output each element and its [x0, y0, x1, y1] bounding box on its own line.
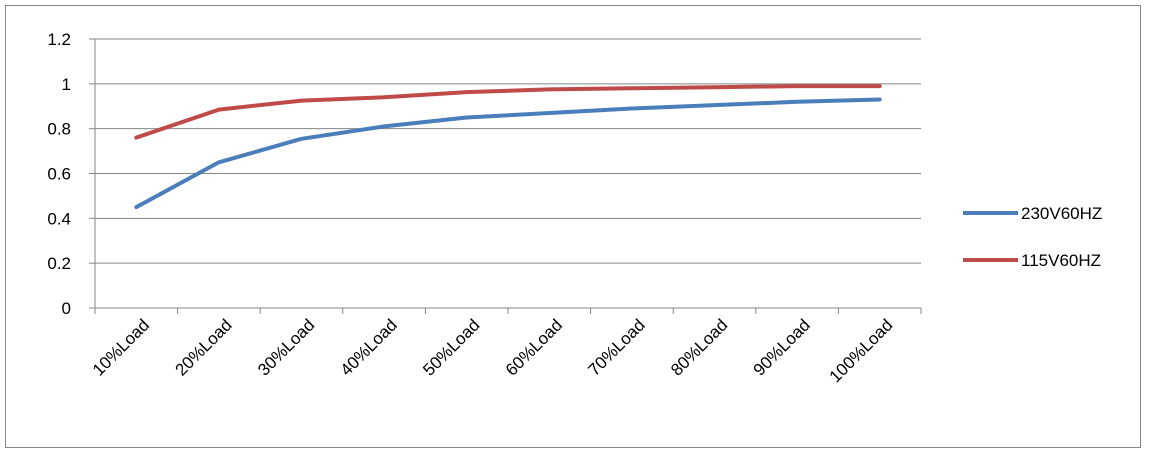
y-tick-label: 0 [62, 299, 71, 318]
series-line-115V60HZ [134, 84, 882, 140]
x-tick-label: 70%Load [584, 315, 648, 379]
x-tick-label: 90%Load [750, 315, 814, 379]
x-tick-label: 50%Load [419, 315, 483, 379]
chart-frame [5, 5, 1141, 448]
y-tick-label: 0.6 [47, 165, 71, 184]
y-tick-labels: 0 0.2 0.4 0.6 0.8 1 1.2 [47, 30, 71, 318]
gridlines [95, 38, 921, 264]
y-tick-label: 0.8 [47, 120, 71, 139]
x-tick-label: 20%Load [171, 315, 235, 379]
x-tick-labels: 10%Load 20%Load 30%Load 40%Load 50%Load 60%Lo… [89, 315, 897, 386]
x-tick-label: 30%Load [254, 315, 318, 379]
legend: 230V60HZ 115V60HZ [963, 204, 1102, 270]
y-tick-label: 1.2 [47, 30, 71, 49]
y-tick-label: 1 [62, 75, 71, 94]
x-tick-label: 10%Load [89, 315, 153, 379]
y-tick-label: 0.2 [47, 254, 71, 273]
x-tick-label: 40%Load [337, 315, 401, 379]
series-line-230V60HZ [134, 97, 882, 210]
legend-label: 230V60HZ [1021, 204, 1102, 223]
y-tick-label: 0.4 [47, 209, 71, 228]
x-tick-label: 60%Load [502, 315, 566, 379]
x-tick-label: 80%Load [667, 315, 731, 379]
legend-label: 115V60HZ [1021, 251, 1101, 270]
x-tick-label: 100%Load [826, 315, 897, 386]
axes [89, 38, 922, 314]
series-lines [134, 84, 882, 210]
